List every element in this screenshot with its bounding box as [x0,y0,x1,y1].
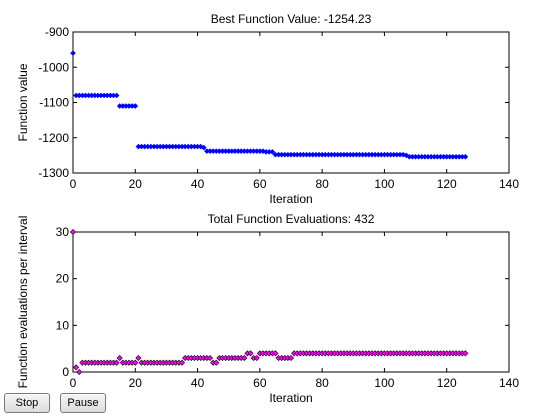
x-tick-label: 20 [129,177,143,191]
y-tick-label: 30 [56,225,70,239]
chart-title: Best Function Value: -1254.23 [211,12,372,26]
stop-button[interactable]: Stop [4,393,50,413]
y-tick-label: -1100 [39,96,69,110]
chart-title: Total Function Evaluations: 432 [208,212,375,226]
y-axis-label: Function value [16,63,30,141]
data-point [287,354,295,362]
x-tick-label: 100 [374,177,394,191]
x-tick-label: 60 [253,376,267,390]
y-axis-label: Function evaluations per interval [16,216,30,389]
chart-1: 0 20 40 60 80 100 120 140 -900 -1000 -1100 -1200 -13… [16,12,519,206]
data-point [272,350,279,357]
y-tick-label: 0 [62,365,69,379]
data-point [213,359,220,366]
data-point [73,364,80,371]
data-point [132,103,139,109]
pause-button[interactable]: Pause [60,393,106,413]
chart-2: 0 20 40 60 80 100 120 140 0 10 20 30 Total Function … [16,212,519,405]
data-point [269,148,276,155]
data-point [200,144,207,151]
x-tick-label: 0 [70,376,77,390]
data-point [113,92,120,99]
y-tick-label: -900 [45,25,69,39]
x-tick-label: 40 [191,177,205,191]
y-tick-label: 20 [56,272,70,286]
x-tick-label: 40 [191,376,205,390]
data-point [132,359,139,366]
data-point [462,350,469,357]
data-point [76,368,83,376]
data-point [135,354,142,362]
data-point [70,50,76,57]
x-tick-label: 20 [129,376,143,390]
data-layer [69,228,469,376]
x-tick-label: 120 [437,177,457,191]
data-point [113,359,120,366]
x-tick-label: 80 [315,376,329,390]
data-point [207,354,214,362]
x-axis-label: Iteration [269,391,312,405]
data-point [178,359,186,366]
data-point [241,354,248,362]
y-tick-label: -1300 [38,166,69,180]
x-tick-label: 80 [315,177,329,191]
data-point [253,354,260,362]
data-layer [70,50,469,160]
y-tick-label: -1000 [38,60,69,74]
y-tick-label: 10 [56,318,70,332]
series-1 [70,50,469,160]
y-tick-label: -1200 [38,131,69,145]
x-tick-label: 120 [437,376,457,390]
x-tick-label: 0 [70,177,77,191]
data-point [462,153,469,160]
data-point [69,228,77,236]
x-tick-label: 140 [499,177,519,191]
plot-area [72,31,510,174]
x-tick-label: 60 [253,177,267,191]
plot-area [72,231,510,373]
data-point [116,354,123,362]
x-tick-label: 100 [374,376,394,390]
data-point [247,350,254,357]
data-point [400,151,406,158]
x-tick-label: 140 [499,376,519,390]
x-axis-label: Iteration [269,192,312,206]
series-1 [69,228,469,376]
